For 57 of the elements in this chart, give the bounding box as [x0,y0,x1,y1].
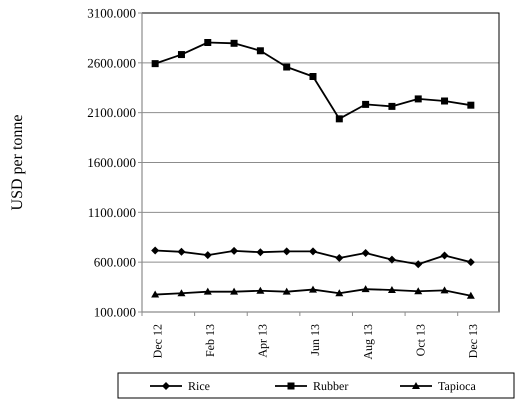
x-tick-label: Apr 13 [256,324,270,358]
point [230,246,238,255]
point [230,40,238,47]
x-tick-label: Oct 13 [413,324,428,356]
point [335,254,344,262]
point [230,288,238,295]
point [441,98,448,105]
x-tick-label: Dec 12 [150,324,164,358]
point [309,247,317,256]
point [151,246,160,255]
point [256,47,264,54]
point [362,248,370,257]
point [414,260,422,268]
point [152,60,159,68]
legend-label: Rice [188,379,210,394]
point [256,248,264,256]
y-tick-label: 3100.000 [87,6,136,21]
point [204,251,212,260]
point [310,72,316,80]
point [388,286,396,293]
point [282,288,291,295]
point [177,248,186,256]
point [466,258,475,266]
point [336,115,343,122]
point [204,288,212,295]
x-tick-label: Feb 13 [202,324,217,357]
point [466,292,475,299]
point [362,285,370,292]
point [414,95,422,102]
point [467,102,474,109]
point [309,286,317,293]
point [440,286,449,294]
legend-label: Rubber [313,379,348,394]
x-tick-label: Aug 13 [360,324,375,360]
point [388,256,396,264]
point [282,247,291,256]
point [151,290,160,298]
y-tick-label: 1600.000 [87,155,136,170]
y-axis-title: USD per tonne [9,114,26,210]
point [283,64,290,71]
x-tick-label: Dec 13 [466,324,480,358]
y-tick-label: 2100.000 [87,105,136,120]
y-tick-label: 100.000 [94,304,136,320]
point [178,51,185,58]
y-tick-label: 2600.000 [87,55,136,70]
y-tick-label: 600.000 [94,254,136,270]
point [335,289,344,296]
point [440,251,449,260]
point [177,289,186,296]
y-tick-label: 1100.000 [88,204,136,220]
x-tick-label: Jun 13 [308,324,322,356]
legend-label: Tapioca [438,379,476,394]
point [362,100,370,108]
point [414,287,422,294]
point [256,286,264,294]
point [204,39,212,46]
point [388,102,396,110]
